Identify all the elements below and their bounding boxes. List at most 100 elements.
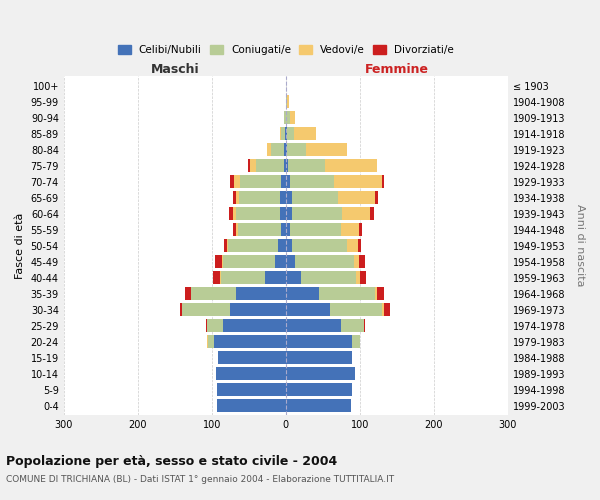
Bar bbox=[382, 175, 385, 188]
Bar bbox=[223, 319, 286, 332]
Bar bbox=[325, 159, 377, 172]
Bar bbox=[286, 319, 341, 332]
Bar bbox=[224, 239, 227, 252]
Bar bbox=[294, 127, 316, 140]
Bar bbox=[356, 271, 360, 284]
Bar bbox=[280, 127, 281, 140]
Bar bbox=[287, 127, 294, 140]
Bar bbox=[280, 207, 286, 220]
Bar bbox=[347, 239, 358, 252]
Legend: Celibi/Nubili, Coniugati/e, Vedovi/e, Divorziati/e: Celibi/Nubili, Coniugati/e, Vedovi/e, Di… bbox=[114, 40, 458, 59]
Bar bbox=[292, 191, 338, 204]
Bar bbox=[286, 255, 295, 268]
Bar bbox=[292, 207, 342, 220]
Bar bbox=[364, 319, 365, 332]
Bar bbox=[290, 175, 334, 188]
Bar bbox=[286, 207, 292, 220]
Bar bbox=[223, 255, 275, 268]
Y-axis label: Anni di nascita: Anni di nascita bbox=[575, 204, 585, 287]
Bar bbox=[206, 335, 208, 348]
Bar bbox=[248, 159, 250, 172]
Bar bbox=[217, 399, 286, 412]
Bar bbox=[286, 239, 292, 252]
Bar bbox=[233, 223, 236, 236]
Bar bbox=[286, 159, 288, 172]
Bar bbox=[239, 191, 280, 204]
Bar bbox=[286, 271, 301, 284]
Bar bbox=[218, 351, 286, 364]
Bar bbox=[228, 239, 278, 252]
Bar bbox=[287, 143, 306, 156]
Bar bbox=[284, 159, 286, 172]
Bar bbox=[286, 223, 290, 236]
Bar bbox=[295, 255, 354, 268]
Bar bbox=[288, 159, 325, 172]
Text: COMUNE DI TRICHIANA (BL) - Dati ISTAT 1° gennaio 2004 - Elaborazione TUTTITALIA.: COMUNE DI TRICHIANA (BL) - Dati ISTAT 1°… bbox=[6, 475, 394, 484]
Bar bbox=[206, 319, 223, 332]
Bar bbox=[286, 175, 290, 188]
Bar bbox=[236, 191, 239, 204]
Bar bbox=[287, 95, 289, 108]
Bar bbox=[341, 319, 364, 332]
Bar bbox=[370, 207, 374, 220]
Bar bbox=[281, 175, 286, 188]
Bar bbox=[290, 111, 295, 124]
Text: Popolazione per età, sesso e stato civile - 2004: Popolazione per età, sesso e stato civil… bbox=[6, 455, 337, 468]
Bar bbox=[306, 143, 347, 156]
Bar bbox=[285, 127, 286, 140]
Bar bbox=[230, 303, 286, 316]
Bar bbox=[180, 303, 182, 316]
Bar bbox=[286, 111, 290, 124]
Bar bbox=[290, 223, 341, 236]
Bar bbox=[221, 271, 265, 284]
Bar bbox=[220, 271, 221, 284]
Bar bbox=[240, 175, 281, 188]
Bar bbox=[182, 303, 230, 316]
Bar bbox=[230, 175, 234, 188]
Bar bbox=[265, 271, 286, 284]
Bar bbox=[278, 239, 286, 252]
Bar bbox=[338, 191, 374, 204]
Bar bbox=[286, 95, 287, 108]
Bar bbox=[280, 191, 286, 204]
Bar bbox=[319, 287, 374, 300]
Bar bbox=[330, 303, 382, 316]
Bar bbox=[250, 159, 256, 172]
Bar bbox=[284, 143, 286, 156]
Bar bbox=[281, 127, 285, 140]
Bar bbox=[286, 287, 319, 300]
Bar bbox=[275, 255, 286, 268]
Bar bbox=[377, 287, 385, 300]
Bar bbox=[359, 255, 365, 268]
Text: Maschi: Maschi bbox=[151, 63, 199, 76]
Bar bbox=[286, 143, 287, 156]
Bar bbox=[286, 303, 330, 316]
Bar bbox=[383, 303, 389, 316]
Bar bbox=[217, 383, 286, 396]
Bar bbox=[271, 143, 284, 156]
Bar bbox=[236, 207, 280, 220]
Bar bbox=[374, 287, 377, 300]
Bar bbox=[286, 191, 292, 204]
Bar bbox=[256, 159, 284, 172]
Bar bbox=[354, 255, 359, 268]
Bar bbox=[286, 351, 352, 364]
Bar bbox=[185, 287, 191, 300]
Bar bbox=[284, 111, 286, 124]
Bar bbox=[215, 255, 222, 268]
Bar bbox=[281, 223, 286, 236]
Text: Femmine: Femmine bbox=[365, 63, 429, 76]
Bar bbox=[208, 335, 214, 348]
Bar bbox=[214, 335, 286, 348]
Bar bbox=[268, 143, 271, 156]
Bar bbox=[382, 303, 383, 316]
Bar bbox=[374, 191, 377, 204]
Bar bbox=[342, 207, 370, 220]
Bar bbox=[238, 223, 281, 236]
Bar bbox=[222, 255, 223, 268]
Bar bbox=[301, 271, 356, 284]
Bar bbox=[215, 367, 286, 380]
Bar bbox=[191, 287, 236, 300]
Bar bbox=[233, 207, 236, 220]
Bar bbox=[341, 223, 359, 236]
